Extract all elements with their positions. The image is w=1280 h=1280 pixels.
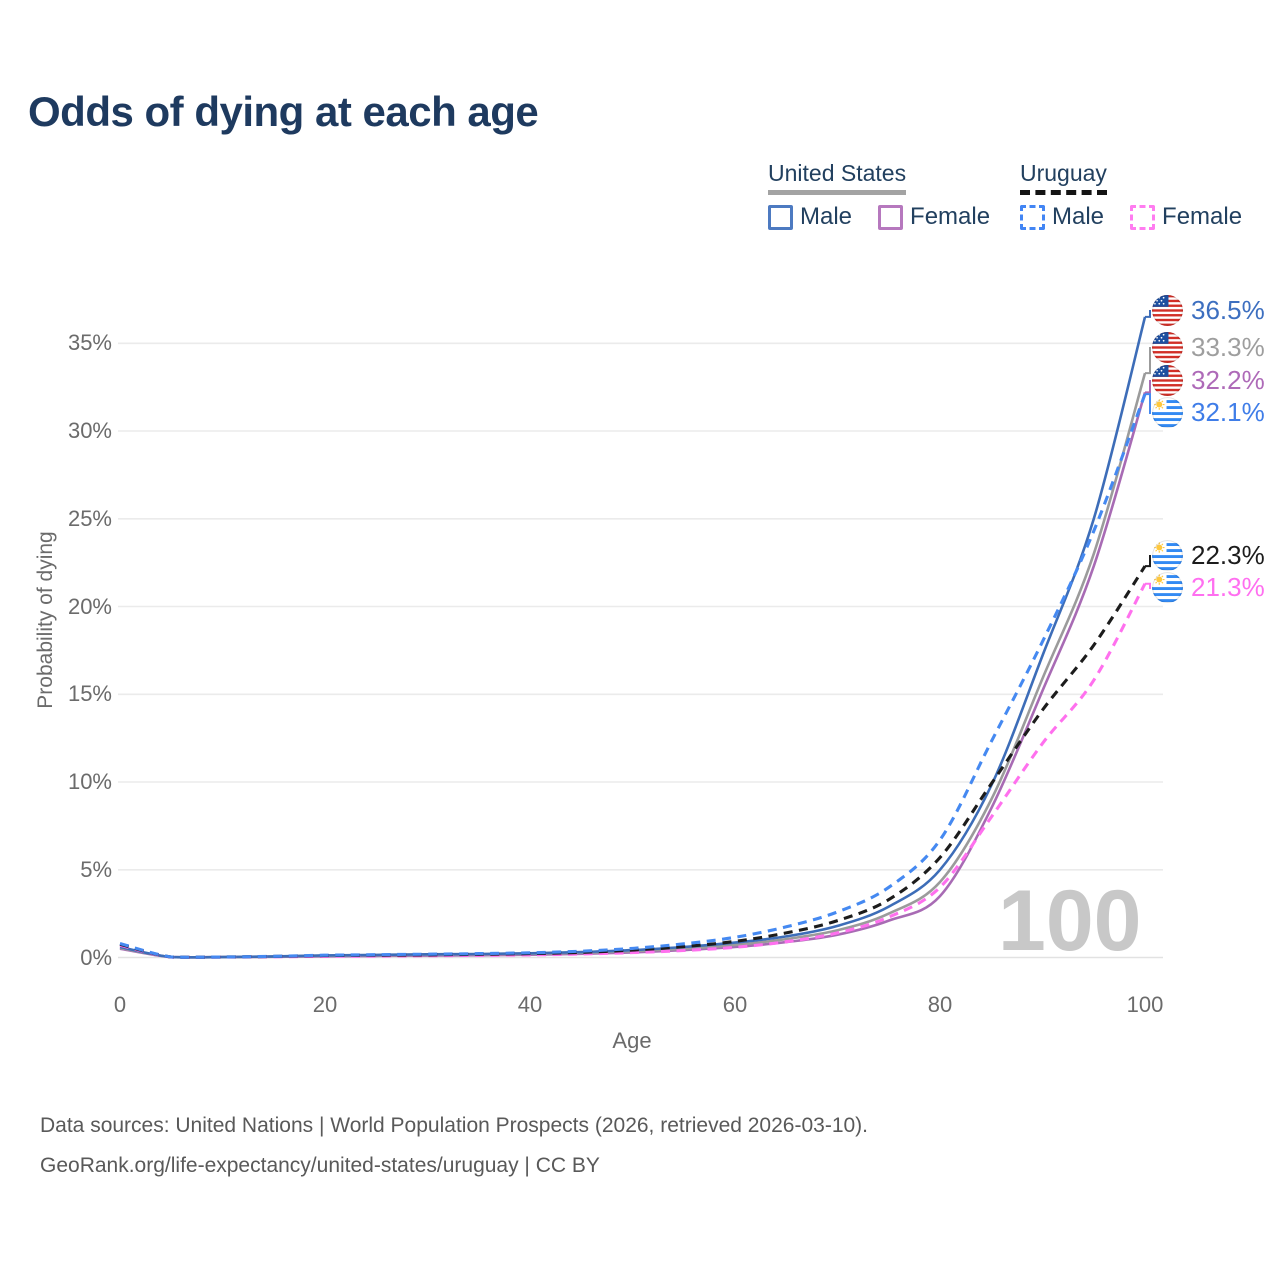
x-tick-label: 40 — [517, 992, 543, 1017]
y-tick-label: 15% — [67, 681, 112, 707]
legend-item-uruguay-male[interactable]: Male — [1020, 203, 1104, 231]
uruguay-flag-icon — [1152, 540, 1183, 571]
y-tick-label: 20% — [67, 593, 112, 619]
footer-url: GeoRank.org/life-expectancy/united-state… — [40, 1154, 600, 1177]
series-line-united-states-female — [119, 392, 1147, 959]
end-label-value: 36.5% — [1191, 295, 1265, 325]
uruguay-female-swatch-icon — [1130, 204, 1156, 230]
y-tick-label: 35% — [67, 330, 112, 356]
series-line-uruguay-male — [119, 393, 1147, 959]
us-flag-icon — [1152, 332, 1183, 363]
legend-label-us-female: Female — [910, 203, 991, 230]
uruguay-flag-icon — [1152, 397, 1183, 428]
x-tick-label: 0 — [113, 992, 127, 1017]
end-label-value: 21.3% — [1191, 572, 1265, 602]
end-label-connector — [1145, 380, 1151, 394]
x-tick-label: 80 — [927, 992, 953, 1017]
end-label-value: 22.3% — [1191, 540, 1265, 570]
uruguay-male-swatch-icon — [1020, 204, 1045, 230]
x-tick-label: 100 — [1126, 992, 1164, 1017]
y-tick-label: 10% — [67, 769, 112, 794]
y-tick-label: 25% — [67, 505, 112, 531]
legend-item-us-female[interactable]: Female — [878, 203, 990, 231]
end-label-value: 33.3% — [1191, 332, 1265, 362]
x-tick-label: 60 — [722, 992, 748, 1017]
end-label-united-states-male: 36.5% — [1152, 295, 1265, 326]
legend-group-united-states: United States Male Female — [768, 160, 990, 231]
footer-data-sources: Data sources: United Nations | World Pop… — [40, 1114, 869, 1137]
y-tick-label: 30% — [67, 418, 112, 443]
end-label-united-states-female: 32.2% — [1152, 365, 1265, 396]
page-title: Odds of dying at each age — [28, 88, 539, 135]
end-label-connector — [1145, 347, 1151, 375]
watermark-age-label: 100 — [998, 873, 1142, 969]
end-label-connector — [1145, 555, 1151, 568]
end-label-value: 32.2% — [1191, 365, 1265, 395]
end-label-connector — [1145, 582, 1151, 589]
end-label-value: 32.1% — [1191, 397, 1265, 427]
x-tick-label: 20 — [312, 992, 338, 1017]
end-label-connector — [1145, 393, 1151, 414]
series-line-uruguay-both-sexes — [119, 565, 1147, 959]
us-flag-icon — [1152, 365, 1183, 396]
legend-header-uruguay: Uruguay — [1020, 160, 1107, 195]
us-male-swatch-icon — [768, 204, 793, 230]
y-tick-label: 5% — [80, 856, 112, 882]
end-label-uruguay-male: 32.1% — [1152, 397, 1265, 428]
legend-label-uruguay-female: Female — [1162, 203, 1243, 230]
series-line-united-states-male — [119, 316, 1147, 959]
series-line-uruguay-female — [119, 582, 1147, 959]
legend-item-us-male[interactable]: Male — [768, 203, 852, 231]
y-tick-label: 0% — [80, 944, 112, 970]
footer: Data sources: United Nations | World Pop… — [40, 1106, 868, 1186]
uruguay-flag-icon — [1152, 572, 1183, 603]
end-label-united-states-both-sexes: 33.3% — [1152, 332, 1265, 363]
end-label-connector — [1145, 310, 1151, 318]
legend-label-us-male: Male — [800, 203, 853, 230]
us-flag-icon — [1152, 295, 1183, 326]
x-axis-title: Age — [612, 1028, 652, 1053]
us-female-swatch-icon — [878, 204, 904, 230]
y-axis-title: Probability of dying — [34, 531, 57, 709]
legend-header-united-states: United States — [768, 160, 907, 195]
end-label-uruguay-female: 21.3% — [1152, 572, 1265, 603]
legend-label-uruguay-male: Male — [1052, 203, 1105, 230]
end-label-uruguay-both-sexes: 22.3% — [1152, 540, 1265, 571]
legend-item-uruguay-female[interactable]: Female — [1130, 203, 1242, 231]
legend-group-uruguay: Uruguay Male Female — [1020, 160, 1242, 231]
